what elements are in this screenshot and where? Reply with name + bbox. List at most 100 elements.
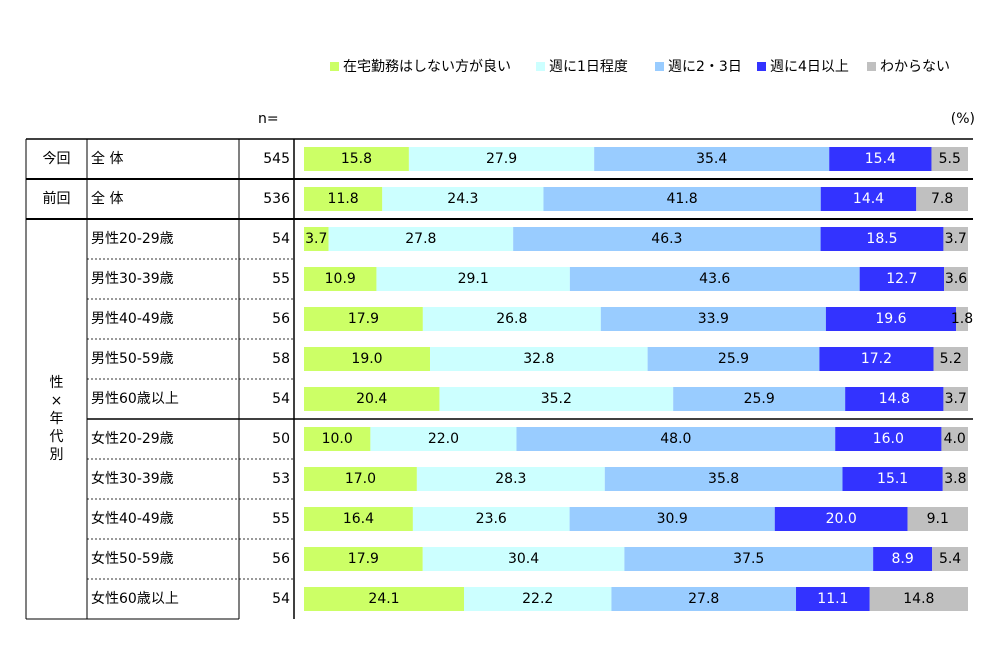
bar-value-11-3: 11.1 (817, 591, 848, 607)
bar-value-1-1: 24.3 (447, 191, 478, 207)
bar-1-2 (543, 187, 821, 211)
legend-label-0: 在宅勤務はしない方が良い (343, 59, 511, 75)
bar-8-1 (416, 467, 605, 491)
row-n-10: 56 (272, 551, 290, 567)
bar-value-0-3: 15.4 (865, 151, 896, 167)
bar-9-1 (412, 507, 570, 531)
bar-5-4 (933, 347, 968, 371)
bar-5-3 (819, 347, 934, 371)
bar-9-4 (907, 507, 968, 531)
row-n-9: 55 (272, 511, 290, 527)
bar-6-3 (845, 387, 944, 411)
bar-2-0 (304, 227, 329, 251)
legend-label-1: 週に1日程度 (549, 59, 628, 75)
row-label-3: 男性30-39歳 (91, 271, 174, 287)
legend-swatch-4 (867, 62, 876, 71)
row-n-2: 54 (272, 231, 290, 247)
bar-value-3-2: 43.6 (699, 271, 730, 287)
bar-value-9-2: 30.9 (657, 511, 688, 527)
bar-value-10-1: 30.4 (508, 551, 539, 567)
row-label-4: 男性40-49歳 (91, 311, 174, 327)
bar-6-2 (673, 387, 846, 411)
bar-4-2 (600, 307, 826, 331)
bar-6-0 (304, 387, 440, 411)
bar-7-1 (370, 427, 517, 451)
bar-value-6-2: 25.9 (744, 391, 775, 407)
bar-value-4-2: 33.9 (698, 311, 729, 327)
row-label-0: 全 体 (91, 150, 123, 167)
bar-value-8-1: 28.3 (495, 471, 526, 487)
bar-value-0-4: 5.5 (939, 151, 961, 167)
group-label-2-0: 性 (50, 375, 64, 391)
bar-value-1-2: 41.8 (667, 191, 698, 207)
bar-6-4 (943, 387, 968, 411)
bar-value-6-0: 20.4 (356, 391, 387, 407)
bar-value-4-4: 1.8 (951, 311, 973, 327)
group-label-0-0: 今回 (43, 151, 71, 167)
group-label-2-4: 別 (50, 447, 64, 463)
bar-value-8-0: 17.0 (345, 471, 376, 487)
bar-0-0 (304, 147, 409, 171)
bar-7-4 (941, 427, 968, 451)
bar-3-2 (569, 267, 860, 291)
bar-5-1 (430, 347, 648, 371)
bar-value-5-4: 5.2 (940, 351, 962, 367)
bar-value-4-3: 19.6 (875, 311, 906, 327)
bar-value-7-1: 22.0 (428, 431, 459, 447)
bar-1-4 (916, 187, 968, 211)
bar-value-1-3: 14.4 (853, 191, 884, 207)
row-n-5: 58 (272, 351, 290, 367)
bar-value-11-2: 27.8 (688, 591, 719, 607)
bar-4-0 (304, 307, 423, 331)
row-label-7: 女性20-29歳 (91, 430, 174, 447)
bar-10-4 (932, 547, 968, 571)
bar-value-5-1: 32.8 (523, 351, 554, 367)
bar-8-2 (604, 467, 843, 491)
bar-value-11-1: 22.2 (522, 591, 553, 607)
bar-value-3-4: 3.6 (945, 271, 967, 287)
bar-4-3 (825, 307, 957, 331)
bar-value-10-4: 5.4 (939, 551, 961, 567)
bar-4-4 (956, 307, 968, 331)
row-n-7: 50 (272, 431, 290, 447)
bar-value-0-0: 15.8 (341, 151, 372, 167)
bar-2-3 (820, 227, 944, 251)
bar-0-4 (931, 147, 968, 171)
row-label-9: 女性40-49歳 (91, 510, 174, 527)
row-label-8: 女性30-39歳 (91, 470, 174, 487)
bar-11-1 (464, 587, 612, 611)
bar-value-3-3: 12.7 (886, 271, 917, 287)
legend-label-4: わからない (880, 59, 950, 75)
bar-2-4 (943, 227, 968, 251)
unit-label: (%) (951, 111, 975, 127)
bar-value-3-1: 29.1 (458, 271, 489, 287)
bar-8-4 (942, 467, 968, 491)
bar-3-3 (859, 267, 945, 291)
bar-2-2 (513, 227, 821, 251)
bar-value-1-0: 11.8 (328, 191, 359, 207)
bar-0-3 (829, 147, 932, 171)
legend-swatch-3 (757, 62, 766, 71)
bar-value-4-1: 26.8 (496, 311, 527, 327)
bar-value-0-2: 35.4 (696, 151, 727, 167)
bar-value-2-1: 27.8 (405, 231, 436, 247)
bar-0-1 (408, 147, 595, 171)
bar-10-3 (873, 547, 933, 571)
n-header: n= (258, 111, 279, 127)
bar-2-1 (328, 227, 514, 251)
row-n-4: 56 (272, 311, 290, 327)
bar-value-9-1: 23.6 (476, 511, 507, 527)
bar-value-11-0: 24.1 (368, 591, 399, 607)
group-label-1-0: 前回 (43, 190, 71, 207)
bar-value-6-1: 35.2 (541, 391, 572, 407)
bar-value-8-3: 15.1 (877, 471, 908, 487)
bar-11-4 (869, 587, 968, 611)
bar-value-9-3: 20.0 (826, 511, 857, 527)
bar-value-11-4: 14.8 (903, 591, 934, 607)
row-n-0: 545 (263, 151, 290, 167)
bar-value-7-4: 4.0 (944, 431, 966, 447)
bar-10-0 (304, 547, 423, 571)
bar-3-0 (304, 267, 377, 291)
bar-value-5-3: 17.2 (861, 351, 892, 367)
